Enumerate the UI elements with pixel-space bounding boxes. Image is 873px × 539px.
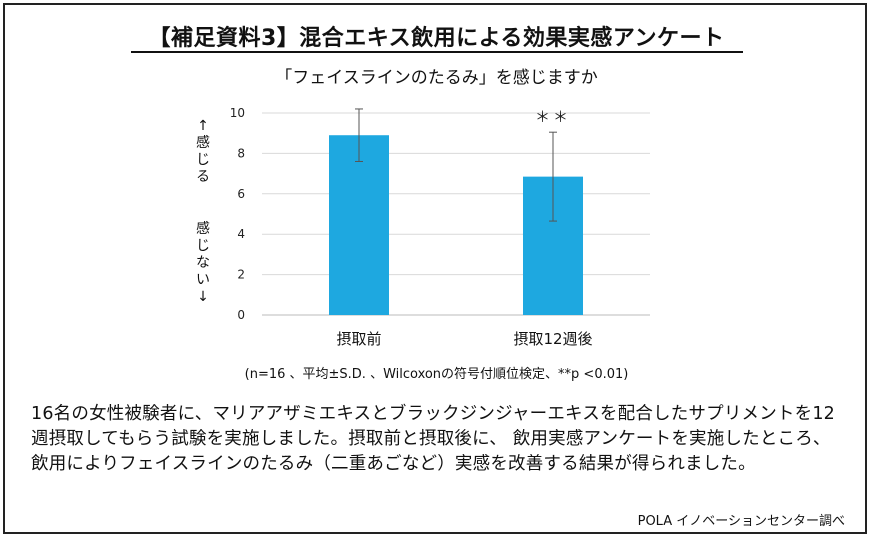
figure-frame [3,3,867,534]
statistics-note: (n=16 、平均±S.D. 、Wilcoxonの符号付順位検定、**p <0.… [244,367,629,382]
y-tick-label: 8 [237,146,245,160]
title-underline [131,51,743,53]
x-category-label: 摂取前 [336,330,381,348]
credit-text: POLA イノベーションセンター調べ [637,514,845,529]
x-category-label: 摂取12週後 [513,330,592,348]
y-tick-label: 6 [237,187,245,201]
figure-title: 【補足資料3】混合エキス飲用による効果実感アンケート [148,26,725,51]
chart-title: 「フェイスラインのたるみ」を感じますか [275,68,598,88]
significance-marker: ＊＊ [535,108,571,126]
y-tick-label: 10 [230,106,245,120]
bar [329,135,389,315]
y-tick-label: 4 [237,227,245,241]
description-text: 16名の女性被験者に、マリアアザミエキスとブラックジンジャーエキスを配合したサプ… [31,404,835,474]
y-tick-label: 2 [237,268,245,282]
y-axis-label-bottom: 感じない↓ [196,220,210,305]
y-tick-label: 0 [237,308,245,322]
y-axis-label-top: ↑感じる [196,118,210,185]
